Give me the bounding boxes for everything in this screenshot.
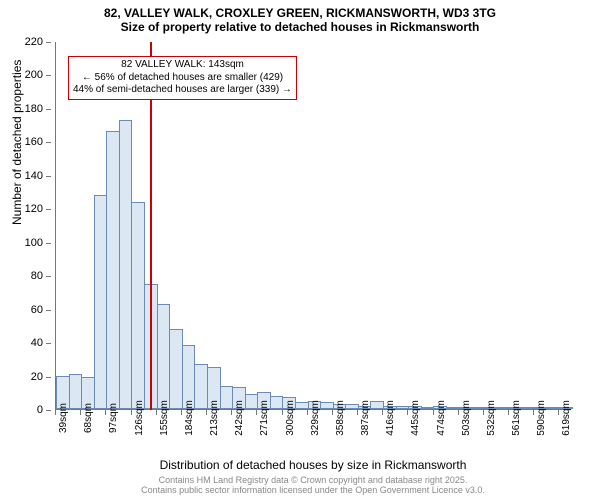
x-tick: 445sqm <box>410 400 421 436</box>
bar <box>496 407 510 409</box>
bar <box>521 407 535 409</box>
y-tick: 100 <box>15 237 43 249</box>
x-tick: 184sqm <box>184 400 195 436</box>
x-tick: 561sqm <box>511 400 522 436</box>
x-tick-mark <box>508 410 509 415</box>
bar <box>396 406 410 409</box>
callout-line3: 44% of semi-detached houses are larger (… <box>73 84 292 97</box>
bar <box>194 364 208 409</box>
x-tick-mark <box>256 410 257 415</box>
callout-line2: ← 56% of detached houses are smaller (42… <box>73 72 292 85</box>
x-tick: 126sqm <box>134 400 145 436</box>
x-tick: 619sqm <box>561 400 572 436</box>
x-tick-mark <box>483 410 484 415</box>
x-tick-mark <box>181 410 182 415</box>
footer-line-2: Contains public sector information licen… <box>55 486 571 496</box>
x-tick: 532sqm <box>486 400 497 436</box>
callout-title: 82 VALLEY WALK: 143sqm <box>73 59 292 72</box>
y-tick: 20 <box>15 371 43 383</box>
x-ticks: 39sqm68sqm97sqm126sqm155sqm184sqm213sqm2… <box>55 412 571 462</box>
bar <box>421 407 435 409</box>
x-tick: 97sqm <box>108 403 119 433</box>
x-tick-mark <box>231 410 232 415</box>
title-line-1: 82, VALLEY WALK, CROXLEY GREEN, RICKMANS… <box>0 6 600 20</box>
x-tick: 590sqm <box>536 400 547 436</box>
plot-area: 82 VALLEY WALK: 143sqm ← 56% of detached… <box>55 42 571 410</box>
x-tick-mark <box>458 410 459 415</box>
x-tick: 329sqm <box>310 400 321 436</box>
x-tick-mark <box>206 410 207 415</box>
x-tick: 213sqm <box>209 400 220 436</box>
bar <box>270 396 284 409</box>
x-tick: 39sqm <box>58 403 69 433</box>
x-tick-mark <box>282 410 283 415</box>
x-tick-mark <box>533 410 534 415</box>
y-tick: 120 <box>15 203 43 215</box>
y-tick: 80 <box>15 270 43 282</box>
x-tick-mark <box>156 410 157 415</box>
y-tick: 220 <box>15 36 43 48</box>
bar <box>320 402 334 409</box>
x-tick: 271sqm <box>259 400 270 436</box>
bar <box>119 120 133 409</box>
x-tick-mark <box>307 410 308 415</box>
bar <box>220 386 234 409</box>
x-tick-mark <box>131 410 132 415</box>
x-tick-mark <box>332 410 333 415</box>
x-tick: 474sqm <box>436 400 447 436</box>
x-axis-label: Distribution of detached houses by size … <box>55 458 571 472</box>
y-tick: 140 <box>15 170 43 182</box>
x-tick-mark <box>80 410 81 415</box>
x-tick: 242sqm <box>234 400 245 436</box>
bar <box>295 402 309 409</box>
y-tick: 0 <box>15 404 43 416</box>
bar <box>169 329 183 409</box>
y-tick: 180 <box>15 103 43 115</box>
bar <box>345 404 359 409</box>
x-tick-mark <box>382 410 383 415</box>
bar <box>471 407 485 409</box>
title-line-2: Size of property relative to detached ho… <box>0 20 600 34</box>
bar <box>69 374 83 409</box>
x-tick: 155sqm <box>159 400 170 436</box>
x-tick: 300sqm <box>285 400 296 436</box>
x-tick-mark <box>558 410 559 415</box>
x-tick-mark <box>407 410 408 415</box>
bar <box>547 407 561 409</box>
y-tick: 160 <box>15 136 43 148</box>
footer-attribution: Contains HM Land Registry data © Crown c… <box>55 476 571 496</box>
x-tick-mark <box>433 410 434 415</box>
y-tick: 60 <box>15 304 43 316</box>
y-tick: 200 <box>15 69 43 81</box>
histogram-chart: 82 VALLEY WALK: 143sqm ← 56% of detached… <box>55 42 571 410</box>
callout-box: 82 VALLEY WALK: 143sqm ← 56% of detached… <box>68 56 297 100</box>
bar <box>370 401 384 409</box>
y-tick: 40 <box>15 337 43 349</box>
x-tick: 358sqm <box>335 400 346 436</box>
x-tick: 387sqm <box>360 400 371 436</box>
x-tick-mark <box>55 410 56 415</box>
bar <box>94 195 108 409</box>
x-tick: 416sqm <box>385 400 396 436</box>
bar <box>131 202 145 409</box>
bar <box>446 407 460 409</box>
x-tick: 503sqm <box>461 400 472 436</box>
x-tick: 68sqm <box>83 403 94 433</box>
bar <box>245 394 259 409</box>
x-tick-mark <box>105 410 106 415</box>
x-tick-mark <box>357 410 358 415</box>
bar <box>106 131 120 409</box>
bar <box>157 304 171 409</box>
